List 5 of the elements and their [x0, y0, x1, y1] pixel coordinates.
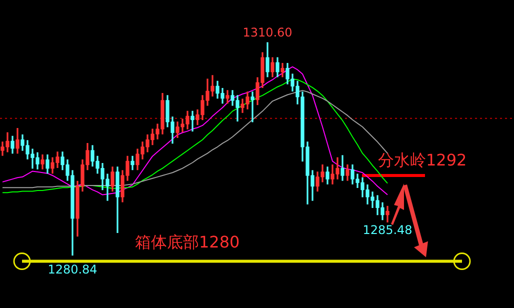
annotation: 1280.84	[48, 262, 98, 276]
annotation: 1310.60	[242, 26, 292, 40]
ref-line-label: 箱体底部1280	[135, 232, 240, 252]
annotation: 1285.48	[362, 223, 412, 238]
ref-line-label: 分水岭1292	[378, 150, 467, 170]
